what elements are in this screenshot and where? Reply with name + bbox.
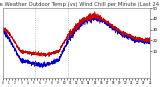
Title: Milwaukee Weather Outdoor Temp (vs) Wind Chill per Minute (Last 24 Hours): Milwaukee Weather Outdoor Temp (vs) Wind… [0, 2, 160, 7]
